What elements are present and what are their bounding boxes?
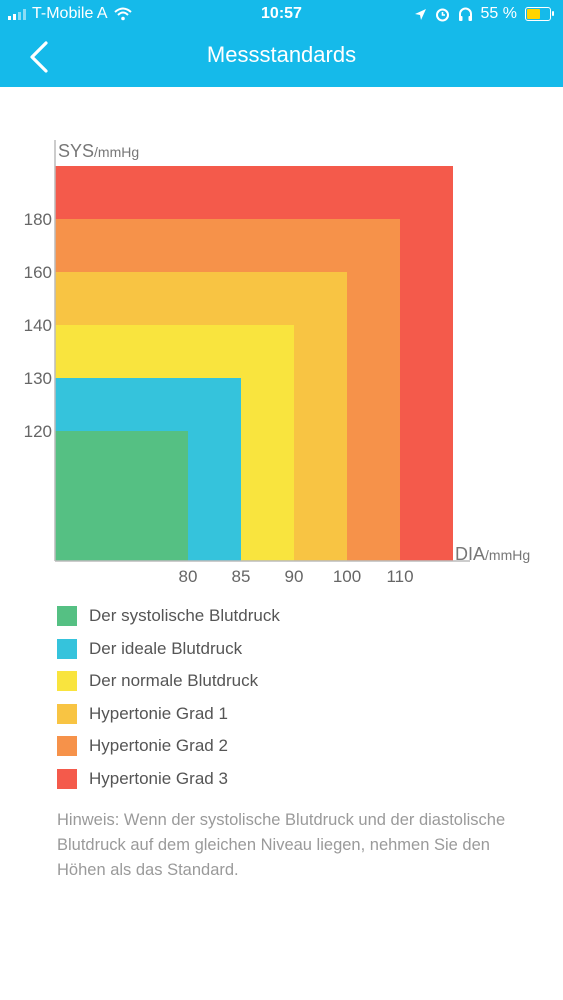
svg-text:DIA/mmHg: DIA/mmHg bbox=[455, 544, 530, 564]
app-header: T-Mobile A 10:57 55 % bbox=[0, 0, 563, 87]
y-axis-unit: /mmHg bbox=[94, 144, 139, 160]
status-time: 10:57 bbox=[261, 5, 302, 22]
x-tick-label: 100 bbox=[333, 567, 361, 586]
page-title: Messstandards bbox=[206, 42, 357, 67]
legend: Der systolische Blutdruck Der ideale Blut… bbox=[57, 600, 280, 795]
back-button[interactable] bbox=[24, 40, 54, 74]
legend-item: Hypertonie Grad 3 bbox=[57, 763, 280, 796]
y-axis-label: SYS bbox=[58, 141, 94, 161]
y-tick-label: 160 bbox=[24, 263, 52, 282]
legend-swatch bbox=[57, 638, 77, 659]
legend-swatch bbox=[57, 768, 77, 789]
wifi-icon bbox=[113, 7, 132, 21]
svg-text:SYS/mmHg: SYS/mmHg bbox=[58, 141, 139, 161]
x-axis-label: DIA bbox=[455, 544, 485, 564]
legend-item: Der systolische Blutdruck bbox=[57, 600, 280, 633]
legend-label: Hypertonie Grad 1 bbox=[89, 703, 228, 723]
legend-label: Hypertonie Grad 3 bbox=[89, 768, 228, 788]
hint-text: Hinweis: Wenn der systolische Blutdruck … bbox=[57, 811, 506, 879]
legend-item: Hypertonie Grad 1 bbox=[57, 698, 280, 731]
y-tick-label: 130 bbox=[24, 369, 52, 388]
legend-label: Der ideale Blutdruck bbox=[89, 638, 243, 658]
legend-swatch bbox=[57, 736, 77, 757]
signal-icon bbox=[8, 8, 26, 20]
legend-item: Der ideale Blutdruck bbox=[57, 633, 280, 666]
x-tick-label: 85 bbox=[232, 567, 251, 586]
legend-item: Hypertonie Grad 2 bbox=[57, 730, 280, 763]
x-tick-label: 110 bbox=[386, 567, 413, 586]
legend-label: Hypertonie Grad 2 bbox=[89, 736, 228, 756]
legend-swatch bbox=[57, 703, 77, 724]
location-icon bbox=[414, 8, 426, 20]
x-tick-label: 90 bbox=[285, 567, 304, 586]
carrier-label: T-Mobile A bbox=[32, 5, 108, 22]
blood-pressure-chart: SYS/mmHg DIA/mmHg 180 160 140 130 120 80 85 90… bbox=[24, 140, 530, 586]
zone-1 bbox=[55, 431, 188, 561]
status-bar: T-Mobile A 10:57 55 % bbox=[0, 0, 563, 30]
battery-icon bbox=[525, 7, 554, 21]
legend-label: Der normale Blutdruck bbox=[89, 671, 259, 691]
legend-swatch bbox=[57, 606, 77, 627]
y-tick-label: 180 bbox=[24, 210, 52, 229]
legend-swatch bbox=[57, 671, 77, 692]
x-axis-unit: /mmHg bbox=[485, 547, 530, 563]
headphones-icon bbox=[458, 7, 472, 21]
x-tick-label: 80 bbox=[179, 567, 198, 586]
y-tick-label: 120 bbox=[24, 422, 52, 441]
legend-item: Der normale Blutdruck bbox=[57, 665, 280, 698]
alarm-icon bbox=[435, 8, 449, 21]
y-tick-label: 140 bbox=[24, 316, 52, 335]
battery-percent: 55 % bbox=[480, 5, 517, 22]
chevron-left-icon bbox=[30, 41, 48, 73]
legend-label: Der systolische Blutdruck bbox=[89, 606, 280, 626]
